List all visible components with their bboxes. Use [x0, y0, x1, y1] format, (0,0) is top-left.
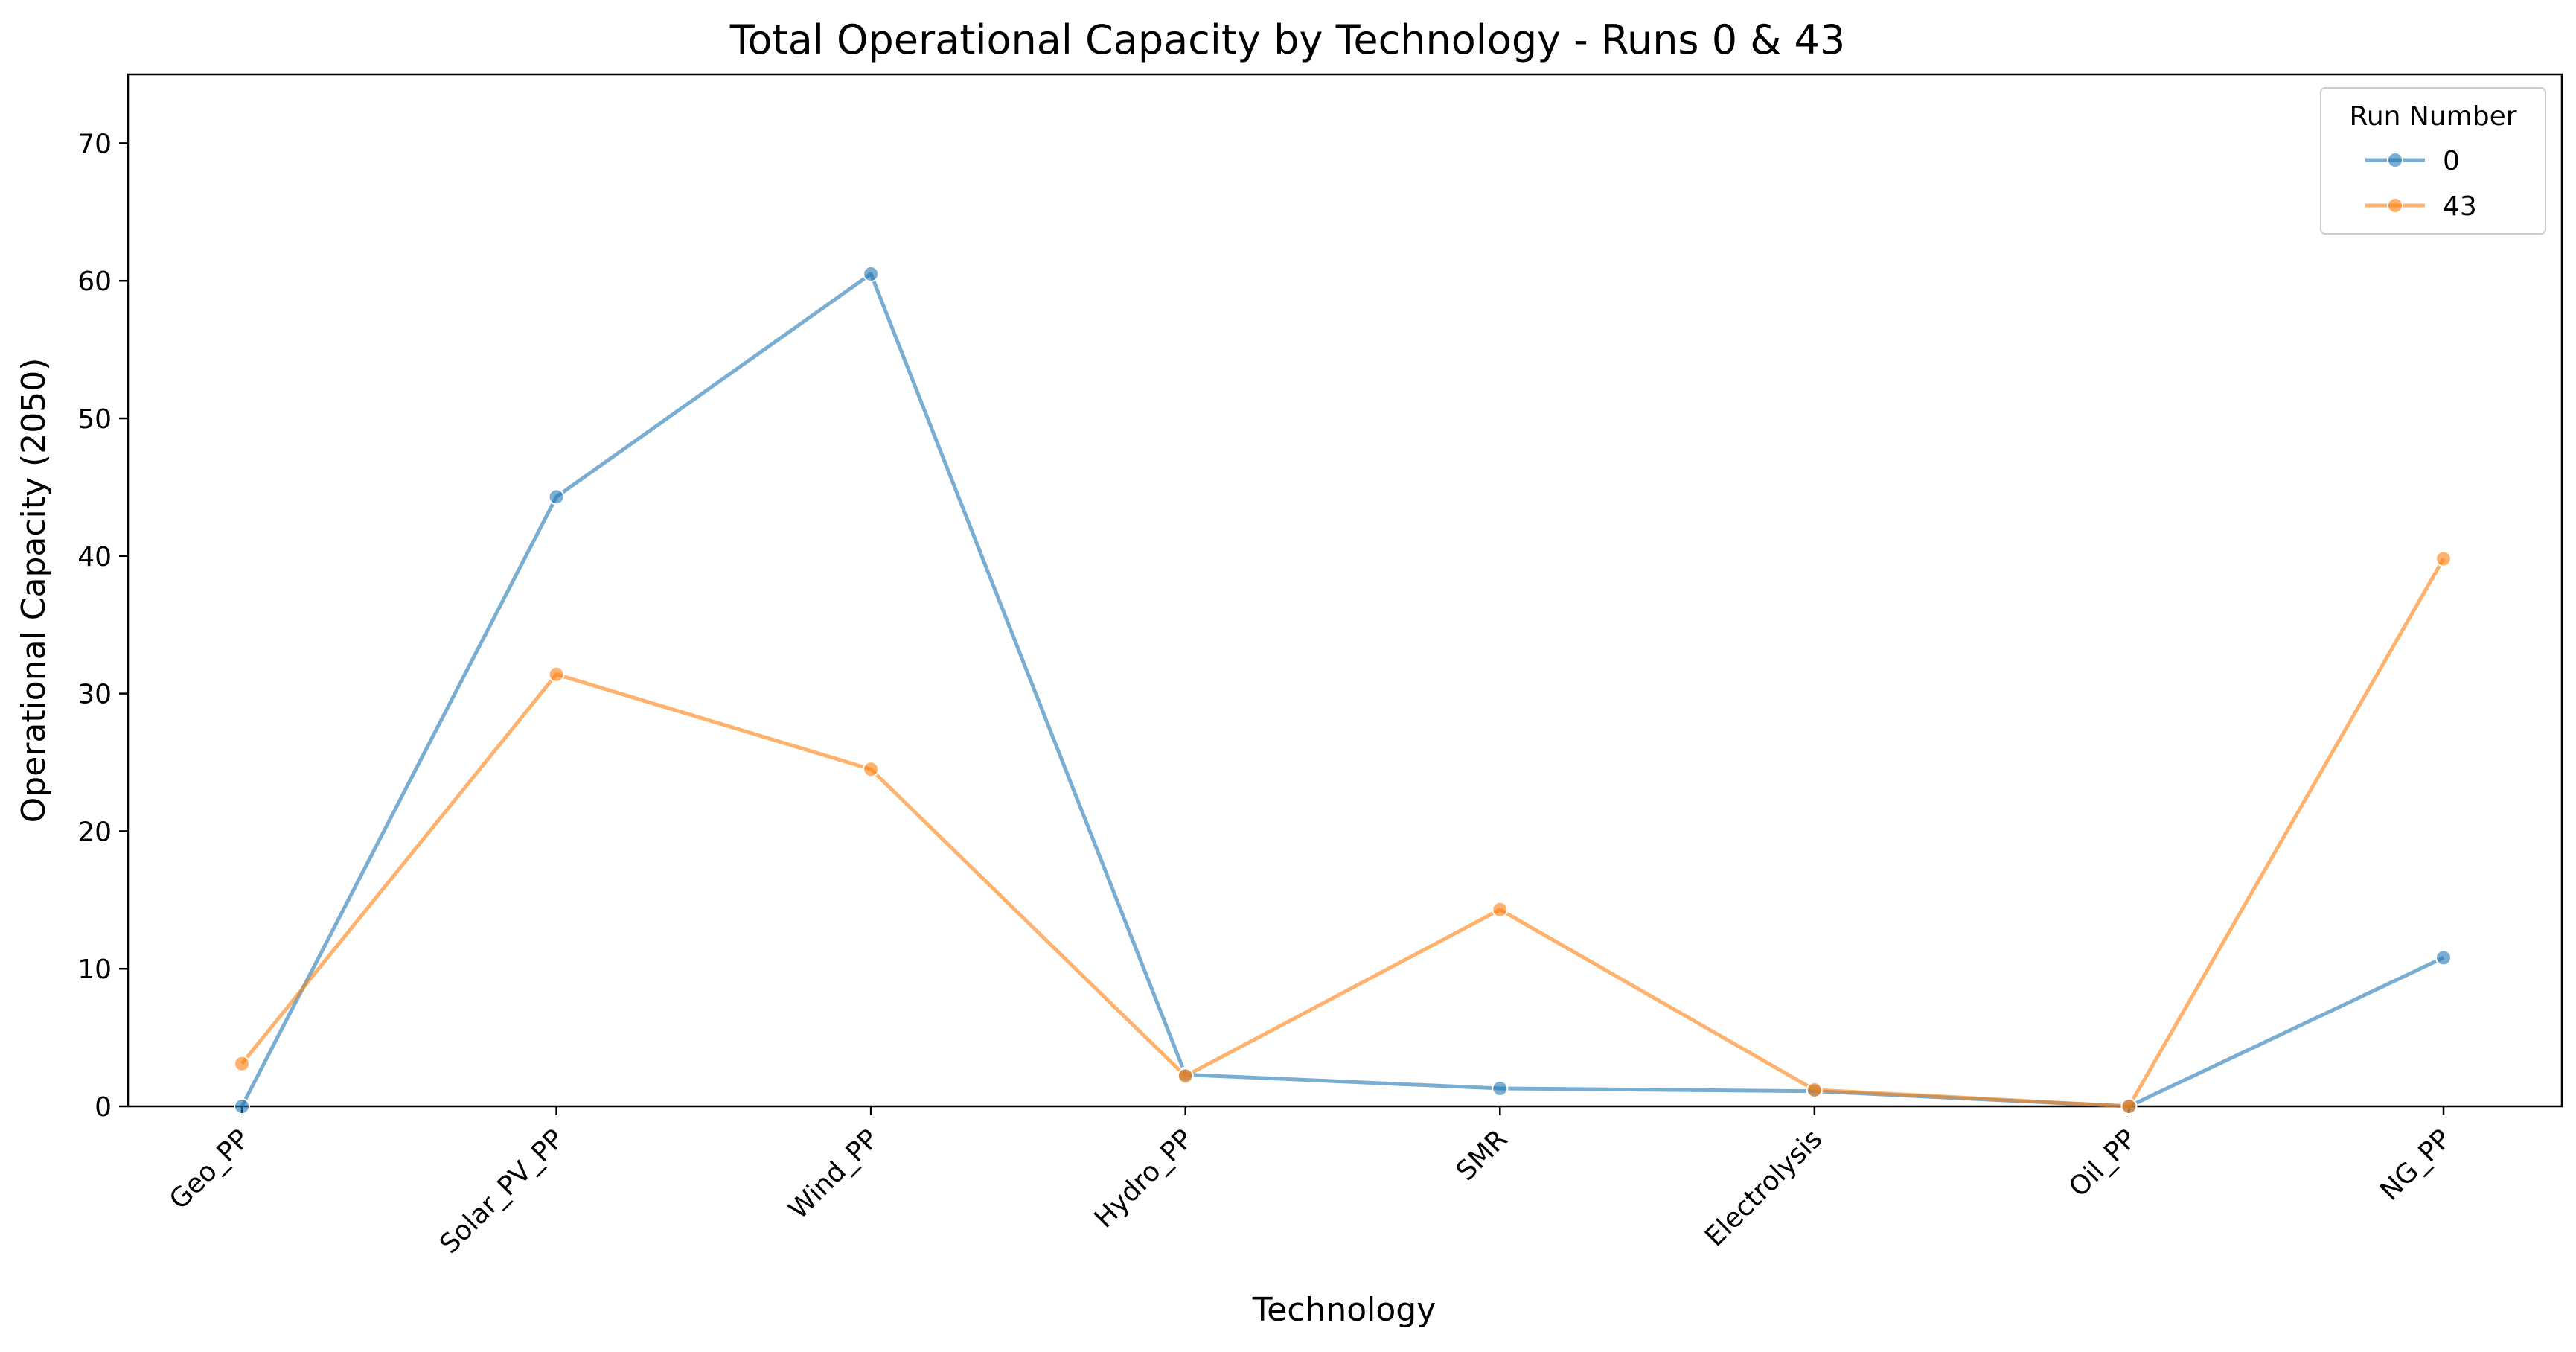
legend-box [2320, 87, 2546, 235]
point-43-Wind_PP [863, 761, 880, 778]
y-axis-label: Operational Capacity (2050) [15, 358, 53, 823]
series-43 [234, 550, 2452, 1115]
point-43-SMR [1492, 901, 1509, 918]
chart-title: Total Operational Capacity by Technology… [729, 16, 1845, 63]
x-tick-label-6: Oil_PP [2063, 1123, 2143, 1203]
x-axis: Geo_PP Solar_PV_PP Wind_PP Hydro_PP SMR Elect… [164, 1106, 2457, 1260]
point-43-Solar_PV_PP [548, 666, 565, 683]
legend-title: Run Number [2349, 101, 2516, 132]
x-tick-label-7: NG_PP [2374, 1123, 2457, 1206]
x-tick-label-3: Hydro_PP [1089, 1123, 1199, 1234]
point-0-Geo_PP [234, 1098, 250, 1115]
legend-marker-43 [2387, 197, 2403, 214]
y-tick-label-4: 40 [77, 542, 112, 573]
y-tick-label-1: 10 [77, 954, 112, 985]
plot-area [127, 73, 2563, 1108]
point-43-NG_PP [2435, 550, 2452, 567]
point-0-Solar_PV_PP [548, 488, 565, 506]
x-tick-label-5: Electrolysis [1699, 1123, 1828, 1252]
x-tick-label-4: SMR [1451, 1123, 1514, 1187]
point-43-Hydro_PP [1177, 1068, 1194, 1085]
series-line-0 [240, 272, 2445, 1109]
y-tick-label-3: 30 [77, 680, 112, 710]
y-tick-label-7: 70 [77, 129, 112, 159]
series-layer [234, 265, 2452, 1115]
series-line-43 [240, 558, 2446, 1109]
series-0 [234, 265, 2452, 1115]
x-tick-label-0: Geo_PP [164, 1123, 255, 1215]
y-axis: 0 10 20 30 40 50 60 70 [77, 129, 128, 1123]
x-axis-label: Technology [1252, 1291, 1436, 1329]
point-43-Geo_PP [234, 1055, 250, 1072]
x-tick-label-1: Solar_PV_PP [434, 1123, 570, 1260]
point-43-Oil_PP [2120, 1098, 2138, 1115]
y-tick-label-2: 20 [77, 817, 112, 847]
legend: Run Number 0 43 [2320, 87, 2546, 235]
point-0-SMR [1492, 1080, 1509, 1097]
point-0-NG_PP [2435, 949, 2452, 966]
point-0-Wind_PP [863, 265, 880, 282]
y-tick-label-5: 50 [77, 404, 112, 435]
legend-entry-43: 43 [2365, 191, 2477, 222]
point-43-Electrolysis [1806, 1081, 1823, 1098]
legend-label-43: 43 [2443, 191, 2477, 222]
legend-label-0: 0 [2443, 146, 2460, 176]
y-tick-label-6: 60 [77, 267, 112, 297]
legend-entry-0: 0 [2365, 146, 2460, 176]
y-tick-label-0: 0 [95, 1092, 112, 1123]
legend-marker-0 [2387, 152, 2403, 168]
x-tick-label-2: Wind_PP [783, 1123, 884, 1225]
